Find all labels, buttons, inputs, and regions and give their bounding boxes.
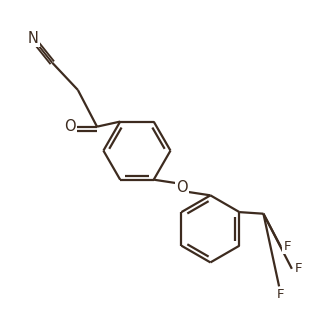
Text: F: F	[283, 240, 291, 253]
Text: N: N	[28, 31, 39, 46]
Text: O: O	[176, 180, 188, 195]
Text: O: O	[64, 119, 76, 134]
Text: F: F	[277, 288, 284, 301]
Text: F: F	[294, 262, 302, 275]
